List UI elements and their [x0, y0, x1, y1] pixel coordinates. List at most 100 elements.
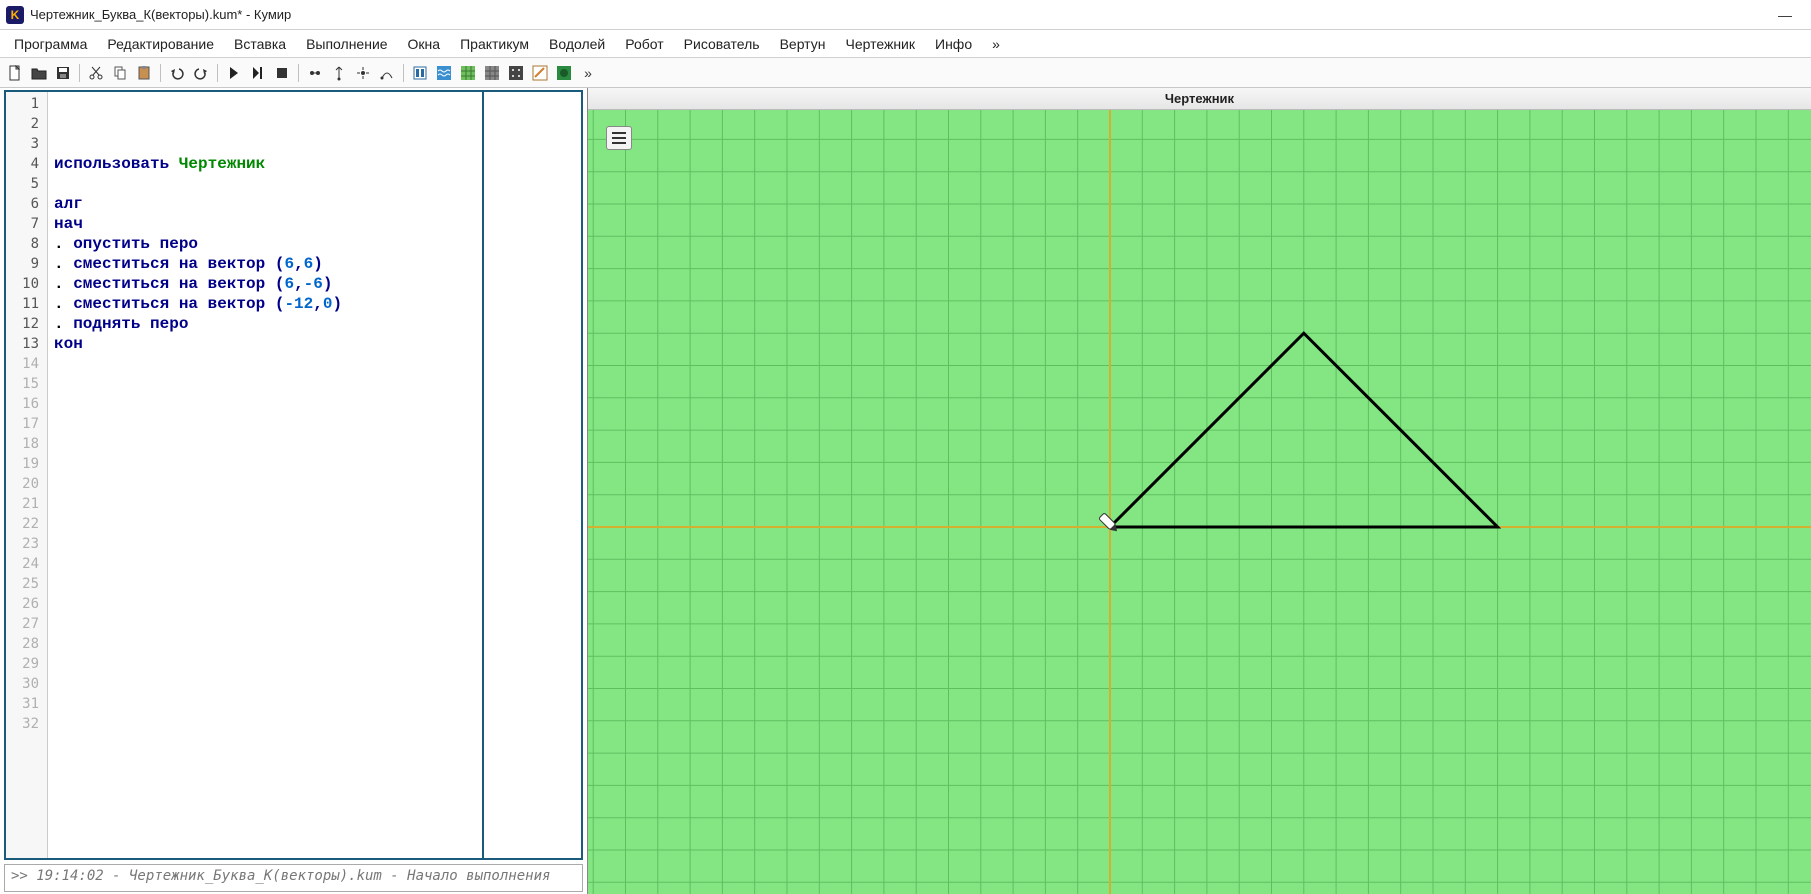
- code-line: . поднять перо: [54, 314, 575, 334]
- line-number: 5: [6, 174, 47, 194]
- menu-item[interactable]: Вставка: [224, 32, 296, 56]
- line-number: 25: [6, 574, 47, 594]
- code-line: . опустить перо: [54, 234, 575, 254]
- open-file-icon[interactable]: [28, 62, 50, 84]
- undo-icon[interactable]: [166, 62, 188, 84]
- line-number: 26: [6, 594, 47, 614]
- line-number: 17: [6, 414, 47, 434]
- actor-robot-icon[interactable]: [457, 62, 479, 84]
- tool-icon[interactable]: [352, 62, 374, 84]
- save-file-icon[interactable]: [52, 62, 74, 84]
- code-line: . сместиться на вектор (6,6): [54, 254, 575, 274]
- stop-icon[interactable]: [271, 62, 293, 84]
- line-number: 9: [6, 254, 47, 274]
- menu-item[interactable]: Чертежник: [835, 32, 925, 56]
- line-number: 27: [6, 614, 47, 634]
- line-number: 30: [6, 674, 47, 694]
- line-number: 31: [6, 694, 47, 714]
- minimize-button[interactable]: —: [1765, 1, 1805, 29]
- editor-margin-line: [482, 92, 484, 858]
- run-step-icon[interactable]: [247, 62, 269, 84]
- line-number: 6: [6, 194, 47, 214]
- tool-icon[interactable]: [304, 62, 326, 84]
- line-number: 10: [6, 274, 47, 294]
- app-icon: K: [6, 6, 24, 24]
- actor-icon[interactable]: [409, 62, 431, 84]
- actor-turtle-icon[interactable]: [553, 62, 575, 84]
- main-split: 1234567891011121314151617181920212223242…: [0, 88, 1811, 894]
- toolbar-separator: [160, 64, 161, 82]
- toolbar-separator: [298, 64, 299, 82]
- line-number: 11: [6, 294, 47, 314]
- line-number: 22: [6, 514, 47, 534]
- drafter-canvas[interactable]: [588, 110, 1811, 894]
- line-number: 3: [6, 134, 47, 154]
- line-number: 28: [6, 634, 47, 654]
- menu-item[interactable]: »: [982, 32, 1010, 56]
- code-line: нач: [54, 214, 575, 234]
- menu-item[interactable]: Окна: [398, 32, 451, 56]
- code-area[interactable]: использовать Чертежник алгнач. опустить п…: [48, 92, 581, 858]
- menu-item[interactable]: Рисователь: [674, 32, 770, 56]
- line-number: 15: [6, 374, 47, 394]
- menu-item[interactable]: Программа: [4, 32, 97, 56]
- menu-item[interactable]: Инфо: [925, 32, 982, 56]
- drafter-title: Чертежник: [588, 88, 1811, 110]
- window-title: Чертежник_Буква_К(векторы).kum* - Кумир: [30, 7, 1765, 22]
- line-number: 16: [6, 394, 47, 414]
- canvas-menu-button[interactable]: [606, 126, 632, 150]
- code-editor[interactable]: 1234567891011121314151617181920212223242…: [4, 90, 583, 860]
- tool-icon[interactable]: [376, 62, 398, 84]
- menu-item[interactable]: Робот: [615, 32, 673, 56]
- line-gutter: 1234567891011121314151617181920212223242…: [6, 92, 48, 858]
- line-number: 2: [6, 114, 47, 134]
- copy-icon[interactable]: [109, 62, 131, 84]
- actor-icon[interactable]: [481, 62, 503, 84]
- menu-bar: ПрограммаРедактированиеВставкаВыполнение…: [0, 30, 1811, 58]
- code-line: . сместиться на вектор (-12,0): [54, 294, 575, 314]
- editor-pane: 1234567891011121314151617181920212223242…: [0, 88, 588, 894]
- cut-icon[interactable]: [85, 62, 107, 84]
- code-line: кон: [54, 334, 575, 354]
- line-number: 13: [6, 334, 47, 354]
- line-number: 7: [6, 214, 47, 234]
- actor-draw-icon[interactable]: [529, 62, 551, 84]
- toolbar-separator: [217, 64, 218, 82]
- line-number: 14: [6, 354, 47, 374]
- line-number: 21: [6, 494, 47, 514]
- toolbar: »: [0, 58, 1811, 88]
- drafter-pane: Чертежник: [588, 88, 1811, 894]
- toolbar-overflow[interactable]: »: [577, 62, 599, 84]
- line-number: 12: [6, 314, 47, 334]
- code-line: [54, 174, 575, 194]
- title-bar: K Чертежник_Буква_К(векторы).kum* - Куми…: [0, 0, 1811, 30]
- line-number: 18: [6, 434, 47, 454]
- code-line: . сместиться на вектор (6,-6): [54, 274, 575, 294]
- line-number: 32: [6, 714, 47, 734]
- line-number: 24: [6, 554, 47, 574]
- toolbar-separator: [79, 64, 80, 82]
- toolbar-separator: [403, 64, 404, 82]
- paste-icon[interactable]: [133, 62, 155, 84]
- menu-item[interactable]: Практикум: [450, 32, 539, 56]
- line-number: 29: [6, 654, 47, 674]
- actor-vodoley-icon[interactable]: [433, 62, 455, 84]
- menu-item[interactable]: Редактирование: [97, 32, 224, 56]
- line-number: 1: [6, 94, 47, 114]
- tool-icon[interactable]: [328, 62, 350, 84]
- redo-icon[interactable]: [190, 62, 212, 84]
- line-number: 23: [6, 534, 47, 554]
- line-number: 4: [6, 154, 47, 174]
- line-number: 8: [6, 234, 47, 254]
- menu-item[interactable]: Вертун: [770, 32, 836, 56]
- code-line: использовать Чертежник: [54, 154, 575, 174]
- line-number: 19: [6, 454, 47, 474]
- new-file-icon[interactable]: [4, 62, 26, 84]
- run-icon[interactable]: [223, 62, 245, 84]
- actor-icon[interactable]: [505, 62, 527, 84]
- menu-item[interactable]: Водолей: [539, 32, 615, 56]
- console-output[interactable]: >> 19:14:02 - Чертежник_Буква_К(векторы)…: [4, 864, 583, 892]
- menu-item[interactable]: Выполнение: [296, 32, 397, 56]
- code-line: алг: [54, 194, 575, 214]
- line-number: 20: [6, 474, 47, 494]
